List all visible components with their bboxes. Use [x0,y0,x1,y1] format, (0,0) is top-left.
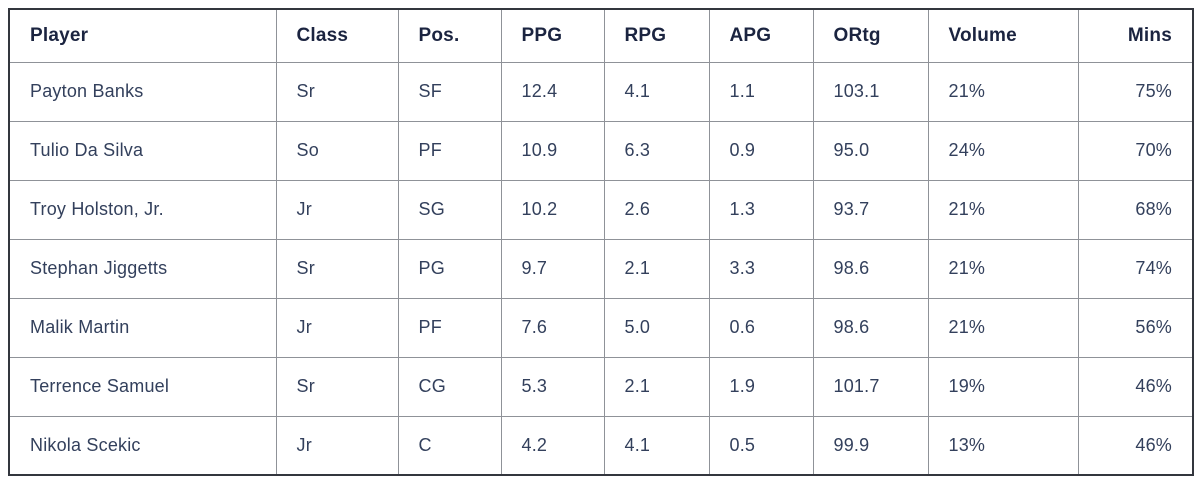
table-row: Stephan Jiggetts Sr PG 9.7 2.1 3.3 98.6 21% 74% [8,238,1194,299]
cell-class: Jr [275,179,399,240]
cell-apg: 1.3 [708,179,814,240]
cell-player: Troy Holston, Jr. [8,179,277,240]
cell-mins: 46% [1077,356,1194,417]
cell-player: Terrence Samuel [8,356,277,417]
cell-volume: 13% [927,415,1079,476]
cell-rpg: 2.6 [603,179,710,240]
cell-volume: 21% [927,179,1079,240]
cell-player: Tulio Da Silva [8,120,277,181]
cell-pos: C [397,415,502,476]
cell-apg: 0.5 [708,415,814,476]
column-header-rpg: RPG [603,8,710,63]
cell-ortg: 103.1 [812,61,929,122]
cell-class: Sr [275,61,399,122]
cell-ppg: 12.4 [500,61,605,122]
cell-mins: 68% [1077,179,1194,240]
cell-class: Sr [275,238,399,299]
cell-rpg: 2.1 [603,356,710,417]
table-row: Terrence Samuel Sr CG 5.3 2.1 1.9 101.7 19% 46% [8,356,1194,417]
table-row: Troy Holston, Jr. Jr SG 10.2 2.6 1.3 93.7 21% 68… [8,179,1194,240]
cell-ortg: 95.0 [812,120,929,181]
column-header-volume: Volume [927,8,1079,63]
cell-apg: 0.6 [708,297,814,358]
cell-apg: 1.9 [708,356,814,417]
cell-player: Stephan Jiggetts [8,238,277,299]
column-header-ortg: ORtg [812,8,929,63]
column-header-player: Player [8,8,277,63]
cell-rpg: 6.3 [603,120,710,181]
cell-ortg: 98.6 [812,297,929,358]
cell-apg: 0.9 [708,120,814,181]
table-row: Nikola Scekic Jr C 4.2 4.1 0.5 99.9 13% 46% [8,415,1194,476]
header-row: Player Class Pos. PPG RPG APG ORtg Volume Mins [8,8,1194,63]
table-row: Tulio Da Silva So PF 10.9 6.3 0.9 95.0 24% 70% [8,120,1194,181]
table-row: Payton Banks Sr SF 12.4 4.1 1.1 103.1 21% 75% [8,61,1194,122]
cell-player: Malik Martin [8,297,277,358]
cell-ppg: 4.2 [500,415,605,476]
cell-volume: 21% [927,297,1079,358]
cell-mins: 46% [1077,415,1194,476]
cell-player: Payton Banks [8,61,277,122]
cell-mins: 70% [1077,120,1194,181]
column-header-pos: Pos. [397,8,502,63]
cell-mins: 74% [1077,238,1194,299]
cell-ortg: 99.9 [812,415,929,476]
cell-pos: SG [397,179,502,240]
table-row: Malik Martin Jr PF 7.6 5.0 0.6 98.6 21% 56% [8,297,1194,358]
cell-ppg: 10.2 [500,179,605,240]
cell-ppg: 9.7 [500,238,605,299]
column-header-mins: Mins [1077,8,1194,63]
cell-player: Nikola Scekic [8,415,277,476]
cell-ppg: 10.9 [500,120,605,181]
cell-rpg: 2.1 [603,238,710,299]
cell-pos: PG [397,238,502,299]
cell-pos: PF [397,120,502,181]
cell-volume: 19% [927,356,1079,417]
column-header-ppg: PPG [500,8,605,63]
cell-class: So [275,120,399,181]
cell-mins: 56% [1077,297,1194,358]
cell-rpg: 4.1 [603,415,710,476]
cell-ortg: 98.6 [812,238,929,299]
stats-table: Player Class Pos. PPG RPG APG ORtg Volume Mins P… [8,8,1194,476]
cell-class: Jr [275,415,399,476]
cell-pos: PF [397,297,502,358]
table-header: Player Class Pos. PPG RPG APG ORtg Volume Mins [8,8,1194,63]
column-header-class: Class [275,8,399,63]
cell-apg: 1.1 [708,61,814,122]
cell-pos: SF [397,61,502,122]
cell-rpg: 5.0 [603,297,710,358]
cell-volume: 21% [927,238,1079,299]
cell-ortg: 101.7 [812,356,929,417]
cell-volume: 21% [927,61,1079,122]
table-body: Payton Banks Sr SF 12.4 4.1 1.1 103.1 21% 75% Tul… [8,61,1194,476]
cell-mins: 75% [1077,61,1194,122]
cell-apg: 3.3 [708,238,814,299]
cell-ppg: 7.6 [500,297,605,358]
cell-class: Sr [275,356,399,417]
cell-rpg: 4.1 [603,61,710,122]
cell-ppg: 5.3 [500,356,605,417]
cell-ortg: 93.7 [812,179,929,240]
cell-pos: CG [397,356,502,417]
cell-class: Jr [275,297,399,358]
column-header-apg: APG [708,8,814,63]
cell-volume: 24% [927,120,1079,181]
